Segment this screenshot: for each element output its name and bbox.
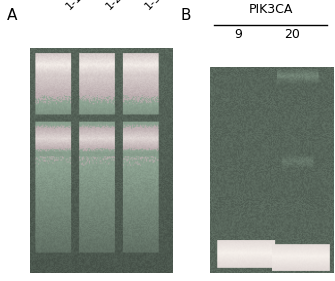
Text: 1-3: 1-3	[143, 0, 163, 11]
Text: 20: 20	[284, 28, 299, 41]
Text: PIK3CA: PIK3CA	[249, 3, 293, 16]
Text: A: A	[7, 8, 17, 23]
Text: 1-1: 1-1	[64, 0, 84, 11]
Text: 9: 9	[234, 28, 243, 41]
Text: 1-2: 1-2	[105, 0, 124, 11]
Text: B: B	[181, 8, 191, 23]
